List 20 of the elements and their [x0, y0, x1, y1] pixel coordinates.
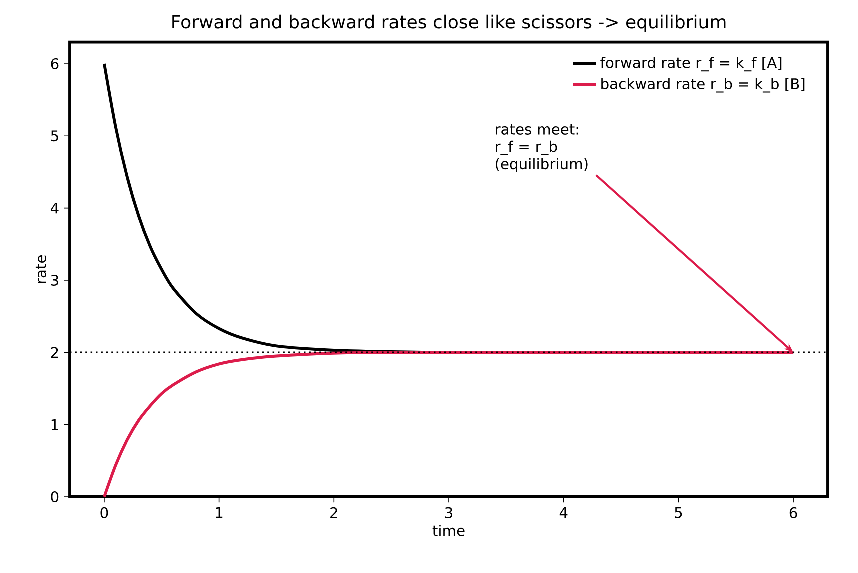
y-tick-label: 5	[51, 130, 58, 142]
y-tick-label: 4	[50, 202, 59, 214]
legend-label: forward rate r_f = k_f [A]	[600, 57, 782, 72]
x-tick-label: 0	[100, 507, 108, 518]
x-tick-label: 3	[445, 507, 452, 518]
x-axis-title: time	[432, 524, 465, 536]
y-tick-label: 1	[52, 419, 58, 430]
x-tick-label: 6	[790, 507, 798, 518]
annotation: rates meet: r_f = r_b (equilibrium)	[496, 124, 588, 172]
x-tick-label: 1	[216, 507, 223, 518]
y-tick-label: 2	[51, 347, 58, 358]
x-tick-label: 4	[560, 507, 568, 518]
x-tick-label: 2	[330, 507, 338, 518]
x-tick-label: 5	[675, 507, 682, 518]
y-tick-label: 3	[51, 274, 58, 286]
legend-label: backward rate r_b = k_b [B]	[602, 78, 805, 93]
chart-title: Forward and backward rates close like scissors -> equilibrium	[172, 14, 726, 32]
y-tick-label: 6	[51, 58, 59, 70]
y-axis-title: rate	[36, 256, 46, 284]
y-tick-label: 0	[51, 491, 59, 503]
